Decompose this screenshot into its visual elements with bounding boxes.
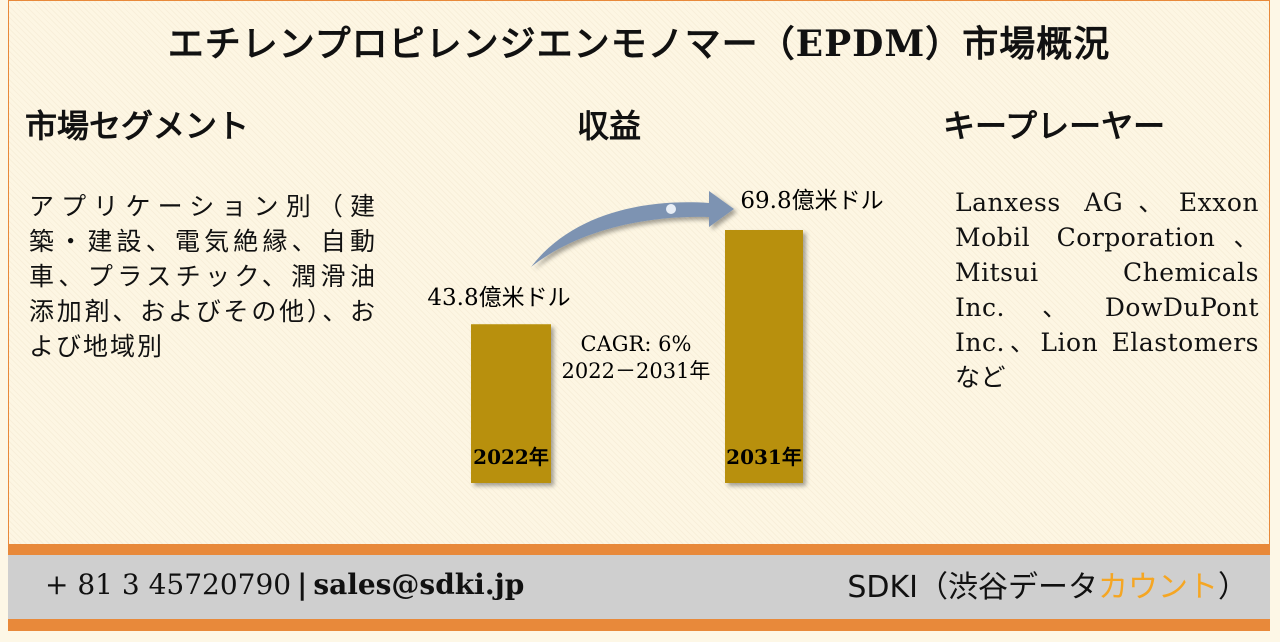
arrow-dot — [666, 204, 676, 214]
segments-heading: 市場セグメント — [25, 107, 250, 145]
brand-suffix: ） — [1218, 570, 1248, 605]
bar-2022-category: 2022年 — [473, 445, 549, 469]
bar-2022 — [471, 324, 551, 483]
overview-panel: エチレンプロピレンジエンモノマー（EPDM）市場概況 市場セグメント 収益 キー… — [8, 0, 1270, 545]
footer-accent-top — [8, 545, 1270, 555]
players-heading: キープレーヤー — [943, 107, 1166, 145]
bar-2031-value-label: 69.8億米ドル — [740, 188, 883, 214]
cagr-period-label: 2022－2031年 — [562, 359, 711, 383]
bar-2022-value-label: 43.8億米ドル — [427, 285, 570, 311]
revenue-chart: 2022年 2031年 43.8億米ドル 69.8億米ドル CAGR: 6% 2… — [427, 188, 884, 483]
key-players-text: Lanxess AG、Exxon Mobil Corporation、Mitsu… — [955, 188, 1259, 392]
contact-separator: | — [297, 568, 308, 601]
growth-arrow — [531, 191, 734, 267]
cagr-label: CAGR: 6% — [581, 332, 692, 356]
brand-accent: カウント — [1098, 570, 1218, 605]
phone-number: + 81 3 45720790 — [45, 568, 292, 601]
revenue-heading: 収益 — [577, 107, 642, 145]
footer-accent-bottom — [8, 619, 1270, 631]
bar-2031-category: 2031年 — [726, 445, 802, 469]
brand-prefix: SDKI（渋谷データ — [847, 570, 1098, 605]
brand-name: SDKI（渋谷データカウント） — [847, 562, 1248, 606]
footer-bar — [8, 555, 1270, 619]
contact-info: + 81 3 45720790 | sales@sdki.jp — [45, 568, 524, 601]
email-link[interactable]: sales@sdki.jp — [313, 568, 525, 601]
bar-2031 — [725, 230, 803, 483]
page-title: エチレンプロピレンジエンモノマー（EPDM）市場概況 — [167, 23, 1111, 65]
segments-text: アプリケーション別（建築・建設、電気絶縁、自動車、プラスチック、潤滑油添加剤、お… — [29, 192, 377, 361]
